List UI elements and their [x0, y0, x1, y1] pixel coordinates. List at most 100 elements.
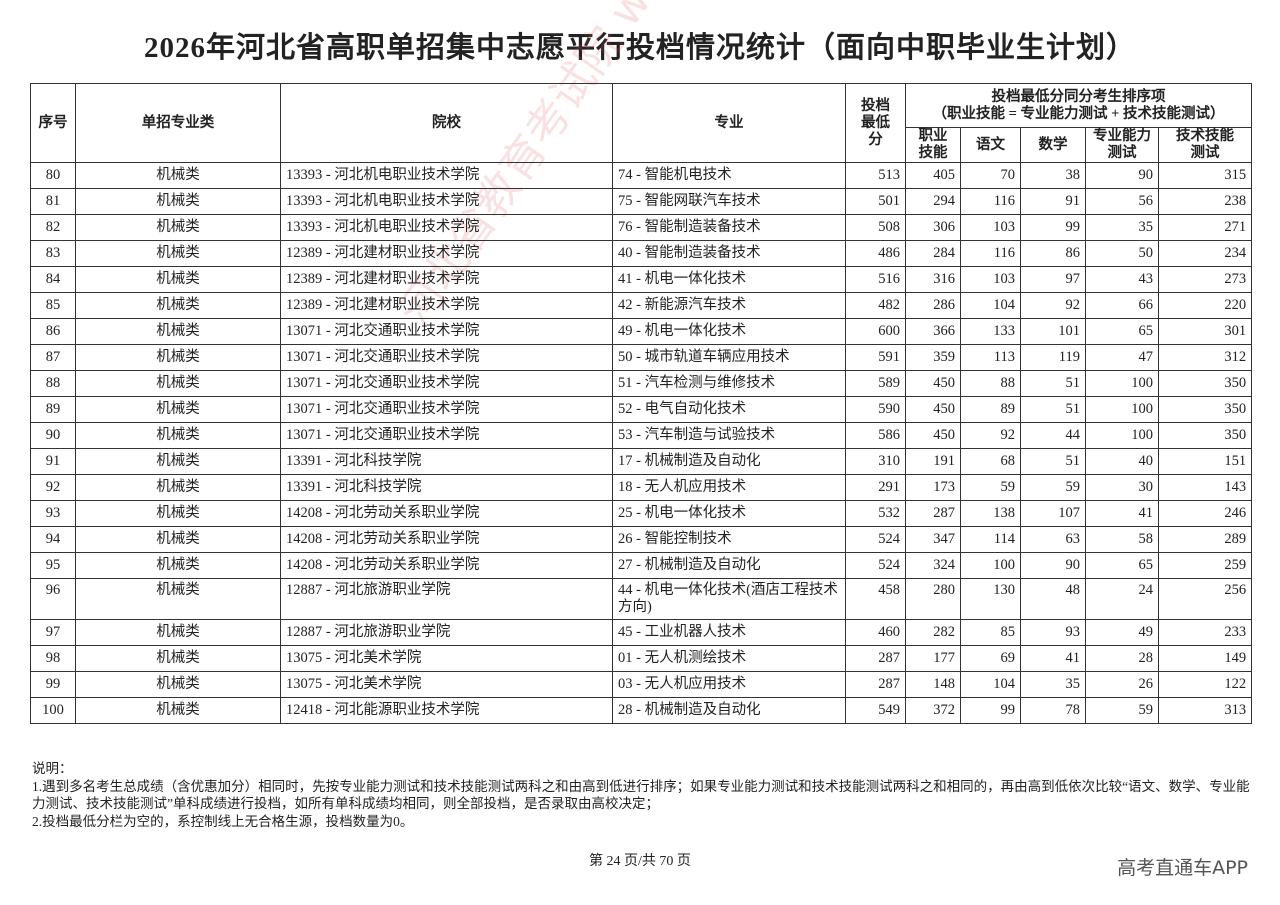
cell-tech-test: 350: [1157, 370, 1253, 397]
cell-tech-test: 256: [1157, 578, 1253, 620]
cell-school: 12389 - 河北建材职业技术学院: [280, 266, 613, 293]
cell-major: 45 - 工业机器人技术: [612, 619, 846, 646]
cell-min-score: 287: [845, 671, 906, 698]
cell-school: 12389 - 河北建材职业技术学院: [280, 240, 613, 267]
cell-skill: 450: [905, 370, 961, 397]
cell-category: 机械类: [75, 266, 281, 293]
note-1: 1.遇到多名考生总成绩（含优惠加分）相同时，先按专业能力测试和技术技能测试两科之…: [32, 778, 1250, 812]
table-row: 98 机械类 13075 - 河北美术学院 01 - 无人机测绘技术 287 177 69 4…: [30, 645, 1253, 672]
brand-logo: 高考直通车APP: [1117, 857, 1248, 879]
cell-math: 51: [1020, 396, 1086, 423]
cell-math: 48: [1020, 578, 1086, 620]
cell-math: 35: [1020, 671, 1086, 698]
cell-skill: 294: [905, 188, 961, 215]
cell-min-score: 591: [845, 344, 906, 371]
cell-category: 机械类: [75, 188, 281, 215]
cell-skill: 405: [905, 162, 961, 189]
cell-math: 51: [1020, 370, 1086, 397]
cell-tech-test: 122: [1157, 671, 1253, 698]
cell-skill: 191: [905, 448, 961, 475]
cell-school: 13393 - 河北机电职业技术学院: [280, 188, 613, 215]
cell-category: 机械类: [75, 645, 281, 672]
cell-math: 119: [1020, 344, 1086, 371]
cell-chinese: 70: [960, 162, 1021, 189]
cell-tech-test: 271: [1157, 214, 1253, 241]
cell-skill: 173: [905, 474, 961, 501]
page-number: 第 24 页/共 70 页: [589, 854, 691, 869]
cell-school: 13391 - 河北科技学院: [280, 474, 613, 501]
cell-math: 91: [1020, 188, 1086, 215]
cell-min-score: 590: [845, 396, 906, 423]
cell-seq: 84: [30, 266, 76, 293]
cell-prof-test: 26: [1085, 671, 1159, 698]
cell-category: 机械类: [75, 344, 281, 371]
cell-min-score: 513: [845, 162, 906, 189]
cell-tech-test: 220: [1157, 292, 1253, 319]
cell-tech-test: 233: [1157, 619, 1253, 646]
cell-school: 12887 - 河北旅游职业学院: [280, 578, 613, 620]
cell-seq: 88: [30, 370, 76, 397]
cell-tech-test: 289: [1157, 526, 1253, 553]
notes-heading: 说明：: [32, 761, 73, 776]
cell-major: 27 - 机械制造及自动化: [612, 552, 846, 579]
cell-tech-test: 143: [1157, 474, 1253, 501]
cell-prof-test: 50: [1085, 240, 1159, 267]
table-row: 96 机械类 12887 - 河北旅游职业学院 44 - 机电一体化技术(酒店工程技术…: [30, 578, 1253, 620]
header-prof-test: 专业能力测试: [1085, 127, 1159, 163]
cell-category: 机械类: [75, 500, 281, 527]
cell-seq: 91: [30, 448, 76, 475]
cell-school: 13391 - 河北科技学院: [280, 448, 613, 475]
cell-major: 49 - 机电一体化技术: [612, 318, 846, 345]
cell-chinese: 100: [960, 552, 1021, 579]
cell-category: 机械类: [75, 697, 281, 724]
cell-min-score: 524: [845, 552, 906, 579]
cell-min-score: 586: [845, 422, 906, 449]
cell-skill: 366: [905, 318, 961, 345]
cell-prof-test: 65: [1085, 318, 1159, 345]
cell-skill: 177: [905, 645, 961, 672]
cell-min-score: 524: [845, 526, 906, 553]
table-row: 88 机械类 13071 - 河北交通职业技术学院 51 - 汽车检测与维修技术 589…: [30, 370, 1253, 397]
cell-tech-test: 238: [1157, 188, 1253, 215]
table-row: 82 机械类 13393 - 河北机电职业技术学院 76 - 智能制造装备技术 508 3…: [30, 214, 1253, 241]
cell-skill: 280: [905, 578, 961, 620]
cell-math: 86: [1020, 240, 1086, 267]
cell-tech-test: 312: [1157, 344, 1253, 371]
cell-min-score: 532: [845, 500, 906, 527]
cell-math: 90: [1020, 552, 1086, 579]
cell-tech-test: 301: [1157, 318, 1253, 345]
table-row: 80 机械类 13393 - 河北机电职业技术学院 74 - 智能机电技术 513 405…: [30, 162, 1253, 189]
cell-category: 机械类: [75, 552, 281, 579]
cell-skill: 284: [905, 240, 961, 267]
cell-min-score: 508: [845, 214, 906, 241]
cell-min-score: 486: [845, 240, 906, 267]
header-group-title: 投档最低分同分考生排序项: [991, 88, 1166, 105]
cell-category: 机械类: [75, 318, 281, 345]
header-tech-test: 技术技能测试: [1157, 127, 1253, 163]
cell-school: 14208 - 河北劳动关系职业学院: [280, 552, 613, 579]
table-row: 95 机械类 14208 - 河北劳动关系职业学院 27 - 机械制造及自动化 524 3…: [30, 552, 1253, 579]
cell-chinese: 69: [960, 645, 1021, 672]
cell-math: 59: [1020, 474, 1086, 501]
cell-school: 13393 - 河北机电职业技术学院: [280, 214, 613, 241]
cell-major: 40 - 智能制造装备技术: [612, 240, 846, 267]
cell-skill: 316: [905, 266, 961, 293]
cell-school: 12389 - 河北建材职业技术学院: [280, 292, 613, 319]
cell-skill: 347: [905, 526, 961, 553]
cell-seq: 90: [30, 422, 76, 449]
cell-tech-test: 246: [1157, 500, 1253, 527]
cell-min-score: 458: [845, 578, 906, 620]
cell-skill: 324: [905, 552, 961, 579]
cell-category: 机械类: [75, 448, 281, 475]
cell-skill: 282: [905, 619, 961, 646]
cell-chinese: 116: [960, 188, 1021, 215]
cell-prof-test: 58: [1085, 526, 1159, 553]
header-seq: 序号: [30, 83, 76, 163]
cell-min-score: 501: [845, 188, 906, 215]
cell-skill: 286: [905, 292, 961, 319]
cell-chinese: 85: [960, 619, 1021, 646]
cell-seq: 83: [30, 240, 76, 267]
cell-skill: 359: [905, 344, 961, 371]
cell-math: 41: [1020, 645, 1086, 672]
cell-major: 51 - 汽车检测与维修技术: [612, 370, 846, 397]
